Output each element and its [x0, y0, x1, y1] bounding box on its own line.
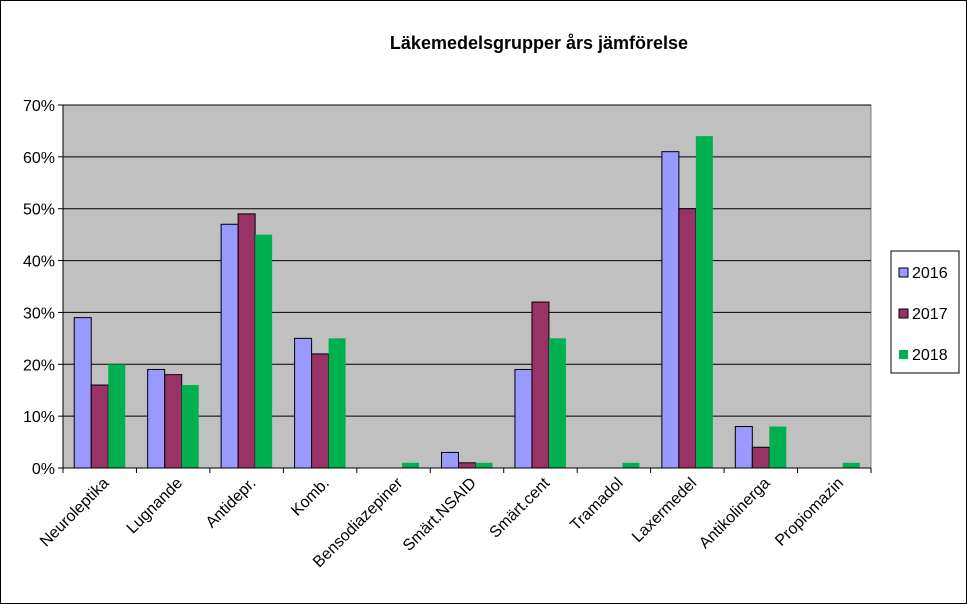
x-tick-label: Antikolinerga [696, 475, 774, 552]
bar-2018-propiomazin [842, 462, 860, 468]
y-tick-label: 10% [23, 409, 55, 426]
bars [73, 136, 860, 469]
legend-swatch-2018 [899, 350, 908, 359]
bar-2018-bensodiazepiner [402, 462, 420, 468]
x-tick-label: Smärt.cent [487, 474, 554, 541]
bar-2017-sm-rt-nsaid [458, 462, 476, 469]
bar-2018-tramadol [622, 462, 640, 468]
bar-2018-neuroleptika [108, 364, 126, 468]
x-tick-label: Laxermedel [629, 475, 700, 546]
bar-2016-lugnande [147, 368, 166, 469]
x-tick-label: Komb. [288, 475, 333, 520]
bar-2018-lugnande [181, 385, 199, 468]
y-tick-label: 40% [23, 254, 55, 271]
x-tick-label: Antidepr. [203, 475, 260, 532]
y-tick-label: 30% [23, 305, 55, 322]
bar-2016-antidepr- [220, 223, 239, 469]
x-tick-label: Tramadol [567, 475, 626, 534]
y-tick-label: 50% [23, 202, 55, 219]
bar-2018-laxermedel [695, 136, 713, 468]
bar-2018-sm-rt-nsaid [475, 462, 493, 468]
bar-2016-antikolinerga [734, 426, 753, 469]
legend: 2016 2017 2018 [890, 250, 960, 374]
bar-2017-antikolinerga [751, 446, 770, 469]
y-tick-label: 70% [23, 98, 55, 115]
bar-2018-sm-rt-cent [548, 338, 566, 468]
bar-2017-komb- [311, 353, 330, 469]
bar-2016-laxermedel [661, 151, 680, 469]
bar-2016-neuroleptika [73, 317, 92, 469]
bar-2017-antidepr- [237, 213, 256, 469]
x-tick-label: Propiomazin [772, 475, 847, 550]
x-tick-label: Smärt.NSAID [400, 475, 480, 555]
legend-label-2017: 2017 [912, 306, 948, 323]
x-tick-label: Lugnande [124, 475, 186, 537]
bar-2016-sm-rt-cent [514, 368, 533, 469]
legend-label-2016: 2016 [912, 265, 948, 282]
legend-label-2018: 2018 [912, 347, 948, 364]
x-axis: Neuroleptika Lugnande Antidepr. Komb.Bensod… [37, 467, 872, 571]
bar-2017-neuroleptika [90, 384, 109, 469]
y-tick-label: 0% [32, 461, 55, 478]
y-tick-label: 60% [23, 150, 55, 167]
bar-2016-komb- [294, 337, 313, 469]
legend-swatch-2016 [898, 267, 909, 278]
bar-2018-antikolinerga [769, 426, 787, 468]
chart-title: Läkemedelsgrupper års jämförelse [390, 33, 688, 53]
y-axis-ticks: 0% 10% 20% 30% 40% 50% 60% 70% [23, 98, 64, 478]
bar-2017-laxermedel [678, 208, 697, 469]
bar-2018-komb- [328, 338, 346, 468]
bar-2016-sm-rt-nsaid [441, 451, 459, 469]
x-tick-label: Neuroleptika [37, 475, 113, 551]
bar-2018-antidepr- [255, 234, 273, 468]
y-tick-label: 20% [23, 357, 55, 374]
bar-2017-lugnande [164, 374, 183, 469]
bar-2017-sm-rt-cent [531, 301, 550, 469]
legend-swatch-2017 [898, 308, 909, 319]
